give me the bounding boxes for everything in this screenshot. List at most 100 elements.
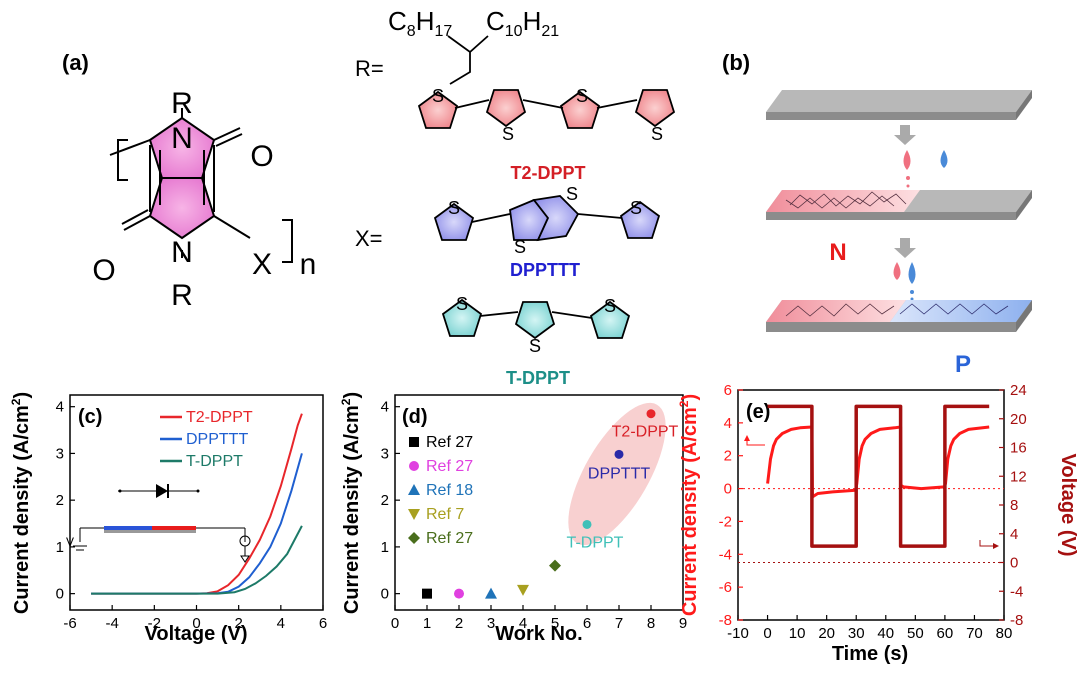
svg-text:S: S bbox=[448, 198, 460, 218]
c10-label: C bbox=[486, 6, 505, 36]
y-tick-label: 1 bbox=[56, 539, 64, 556]
y-tick-label: 2 bbox=[381, 492, 389, 509]
legend-label: Ref 7 bbox=[426, 506, 464, 523]
y2-tick-label: -4 bbox=[1010, 583, 1023, 600]
legend-label: DPPTTT bbox=[186, 431, 248, 448]
h21-label: H bbox=[523, 6, 542, 36]
r-top: R bbox=[171, 87, 193, 120]
panel-label-d: (d) bbox=[402, 406, 428, 428]
y-tick-label: 3 bbox=[56, 445, 64, 462]
legend-marker bbox=[408, 509, 420, 520]
h17-sub: 17 bbox=[434, 23, 452, 40]
d-ylabel: Current density (A/cm2) bbox=[339, 392, 363, 614]
y-tick-label: 4 bbox=[56, 399, 64, 416]
legend-marker bbox=[409, 461, 419, 471]
x-tick-label: 6 bbox=[583, 615, 591, 632]
c-inset-circuit: V bbox=[66, 484, 251, 563]
c8-label: C bbox=[388, 6, 407, 36]
svg-text:S: S bbox=[604, 296, 616, 316]
y-tick-label: 4 bbox=[724, 415, 732, 432]
data-point bbox=[549, 559, 561, 572]
svg-text:C8H17: C8H17 bbox=[388, 6, 452, 40]
panel-label-b: (b) bbox=[722, 50, 750, 75]
legend-label: Ref 27 bbox=[426, 458, 473, 475]
name-dppttt: DPPTTT bbox=[510, 260, 580, 280]
svg-text:C10H21: C10H21 bbox=[486, 6, 559, 40]
x-tick-label: 9 bbox=[679, 615, 687, 632]
svg-text:S: S bbox=[651, 124, 663, 144]
x-tick-label: -4 bbox=[105, 615, 118, 632]
r-bottom: R bbox=[171, 279, 193, 312]
x-tick-label: 40 bbox=[877, 625, 894, 642]
svg-text:S: S bbox=[456, 294, 468, 314]
svg-text:S: S bbox=[432, 86, 444, 106]
x-tick-label: 7 bbox=[615, 615, 623, 632]
svg-text:S: S bbox=[576, 86, 588, 106]
y2-tick-label: 8 bbox=[1010, 497, 1018, 514]
legend-marker bbox=[408, 532, 420, 544]
n-index: n bbox=[300, 248, 317, 281]
o-left: O bbox=[92, 254, 115, 287]
legend-marker bbox=[408, 484, 420, 495]
x-tick-label: 2 bbox=[455, 615, 463, 632]
monomer-t2dppt: S S S S T2-DPPT bbox=[417, 86, 676, 183]
data-point bbox=[485, 587, 497, 599]
data-point bbox=[422, 588, 432, 599]
x-tick-label: 50 bbox=[907, 625, 924, 642]
panel-b: (b) N P bbox=[722, 50, 1032, 378]
x-tick-label: -2 bbox=[148, 615, 161, 632]
y-tick-label: -4 bbox=[719, 546, 732, 563]
c8-sub: 8 bbox=[407, 23, 416, 40]
y2-tick-label: 0 bbox=[1010, 555, 1018, 572]
x-tick-label: -10 bbox=[727, 625, 749, 642]
legend-label: T2-DPPT bbox=[186, 409, 253, 426]
y-tick-label: 0 bbox=[56, 586, 64, 603]
n-top: N bbox=[171, 122, 193, 155]
x-tick-label: 20 bbox=[818, 625, 835, 642]
y-tick-label: -6 bbox=[719, 579, 732, 596]
svg-text:S: S bbox=[514, 237, 526, 257]
alkyl-chain: R= C8H17 C10H21 bbox=[355, 6, 559, 85]
c-inset-v: V bbox=[66, 535, 74, 549]
x-tick-label: 80 bbox=[996, 625, 1013, 642]
y-tick-label: 2 bbox=[56, 492, 64, 509]
device-n-label: N bbox=[829, 239, 846, 266]
x-tick-label: 30 bbox=[848, 625, 865, 642]
x-tick-label: 2 bbox=[234, 615, 242, 632]
x-tick-label: 4 bbox=[277, 615, 285, 632]
x-tick-label: -6 bbox=[63, 615, 76, 632]
o-right: O bbox=[250, 140, 273, 173]
data-point bbox=[614, 449, 624, 459]
name-tdppt: T-DPPT bbox=[506, 368, 570, 388]
monomer-tdppt: S S S T-DPPT bbox=[441, 294, 631, 388]
panel-label-a: (a) bbox=[62, 50, 89, 75]
x-tick-label: 0 bbox=[192, 615, 200, 632]
data-label: T2-DPPT bbox=[612, 424, 679, 441]
data-point bbox=[454, 588, 464, 599]
n-bottom: N bbox=[171, 236, 193, 269]
e-y2label: Voltage (V) bbox=[1057, 454, 1079, 557]
x-tick-label: 0 bbox=[391, 615, 399, 632]
x-label: X= bbox=[355, 226, 383, 251]
h21-sub: 21 bbox=[541, 23, 559, 40]
panel-label-c: (c) bbox=[78, 406, 102, 428]
y-tick-label: 6 bbox=[724, 382, 732, 399]
series-line-current bbox=[766, 425, 990, 499]
legend-label: T-DPPT bbox=[186, 453, 243, 470]
y-tick-label: -2 bbox=[719, 513, 732, 530]
y2-tick-label: 4 bbox=[1010, 526, 1018, 543]
legend-marker bbox=[409, 437, 419, 447]
c-ylabel: Current density (A/cm2) bbox=[9, 392, 33, 614]
device-p-label: P bbox=[955, 351, 971, 378]
x-tick-label: 8 bbox=[647, 615, 655, 632]
y-tick-label: 1 bbox=[381, 539, 389, 556]
y-tick-label: 0 bbox=[724, 481, 732, 498]
series-line-t-dppt bbox=[91, 525, 303, 595]
y2-tick-label: 20 bbox=[1010, 411, 1027, 428]
monomer-dppttt: S S S S DPPTTT X= bbox=[355, 184, 661, 280]
x-tick-label: 70 bbox=[966, 625, 983, 642]
data-label: DPPTTT bbox=[588, 465, 650, 482]
e-ylabel: Current density (A/cm2) bbox=[677, 394, 701, 616]
